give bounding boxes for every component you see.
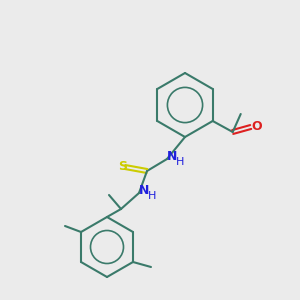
Text: H: H bbox=[148, 191, 156, 201]
Text: H: H bbox=[176, 157, 184, 167]
Text: N: N bbox=[139, 184, 149, 197]
Text: N: N bbox=[167, 151, 177, 164]
Text: O: O bbox=[251, 121, 262, 134]
Text: S: S bbox=[118, 160, 127, 172]
